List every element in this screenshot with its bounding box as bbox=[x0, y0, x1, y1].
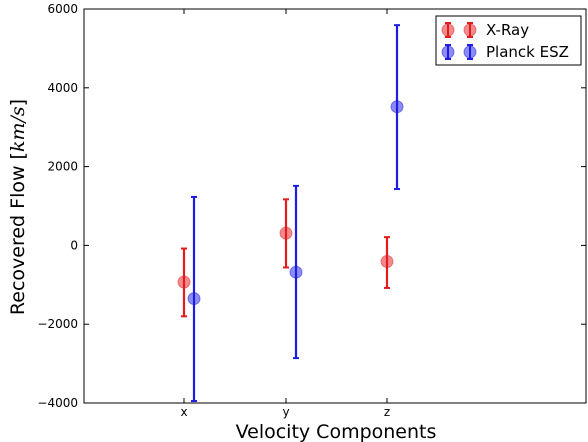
y-tick-label: 2000 bbox=[47, 160, 78, 174]
data-point bbox=[177, 275, 191, 289]
y-tick-label: 6000 bbox=[47, 2, 78, 16]
y-tick-label: 0 bbox=[70, 238, 78, 252]
y-axis-label-suffix: ] bbox=[7, 99, 29, 106]
data-point bbox=[187, 292, 201, 306]
legend-entry: X-Ray bbox=[441, 21, 529, 39]
y-axis-label-prefix: Recovered Flow [ bbox=[7, 152, 29, 315]
legend: X-Ray Planck ESZ bbox=[435, 15, 582, 66]
data-point bbox=[279, 226, 293, 240]
legend-marker bbox=[441, 23, 455, 37]
legend-marker bbox=[441, 45, 455, 59]
y-axis-ticks: −4000 −2000 0 2000 4000 6000 bbox=[37, 2, 586, 410]
legend-marker bbox=[463, 45, 477, 59]
x-axis-label: Velocity Components bbox=[236, 421, 437, 442]
legend-label: Planck ESZ bbox=[486, 43, 569, 61]
y-tick-label: 4000 bbox=[47, 81, 78, 95]
x-tick-label: z bbox=[384, 405, 390, 419]
data-point bbox=[390, 100, 404, 114]
legend-label: X-Ray bbox=[486, 21, 529, 39]
x-tick-label: x bbox=[180, 405, 187, 419]
legend-entry: Planck ESZ bbox=[441, 43, 569, 61]
series-1 bbox=[177, 198, 394, 318]
data-point bbox=[380, 255, 394, 269]
y-tick-label: −4000 bbox=[37, 396, 78, 410]
legend-box bbox=[435, 15, 582, 66]
y-axis-label: Recovered Flow [km/s] bbox=[7, 99, 29, 315]
legend-marker bbox=[463, 23, 477, 37]
series-layer bbox=[177, 24, 404, 403]
y-tick-label: −2000 bbox=[37, 317, 78, 331]
x-tick-label: y bbox=[282, 405, 289, 419]
series-2 bbox=[187, 24, 404, 403]
data-point bbox=[289, 265, 303, 279]
y-axis-label-unit: km/s bbox=[7, 106, 29, 152]
x-axis-ticks: x y z bbox=[180, 9, 390, 419]
plot-area bbox=[83, 8, 587, 404]
